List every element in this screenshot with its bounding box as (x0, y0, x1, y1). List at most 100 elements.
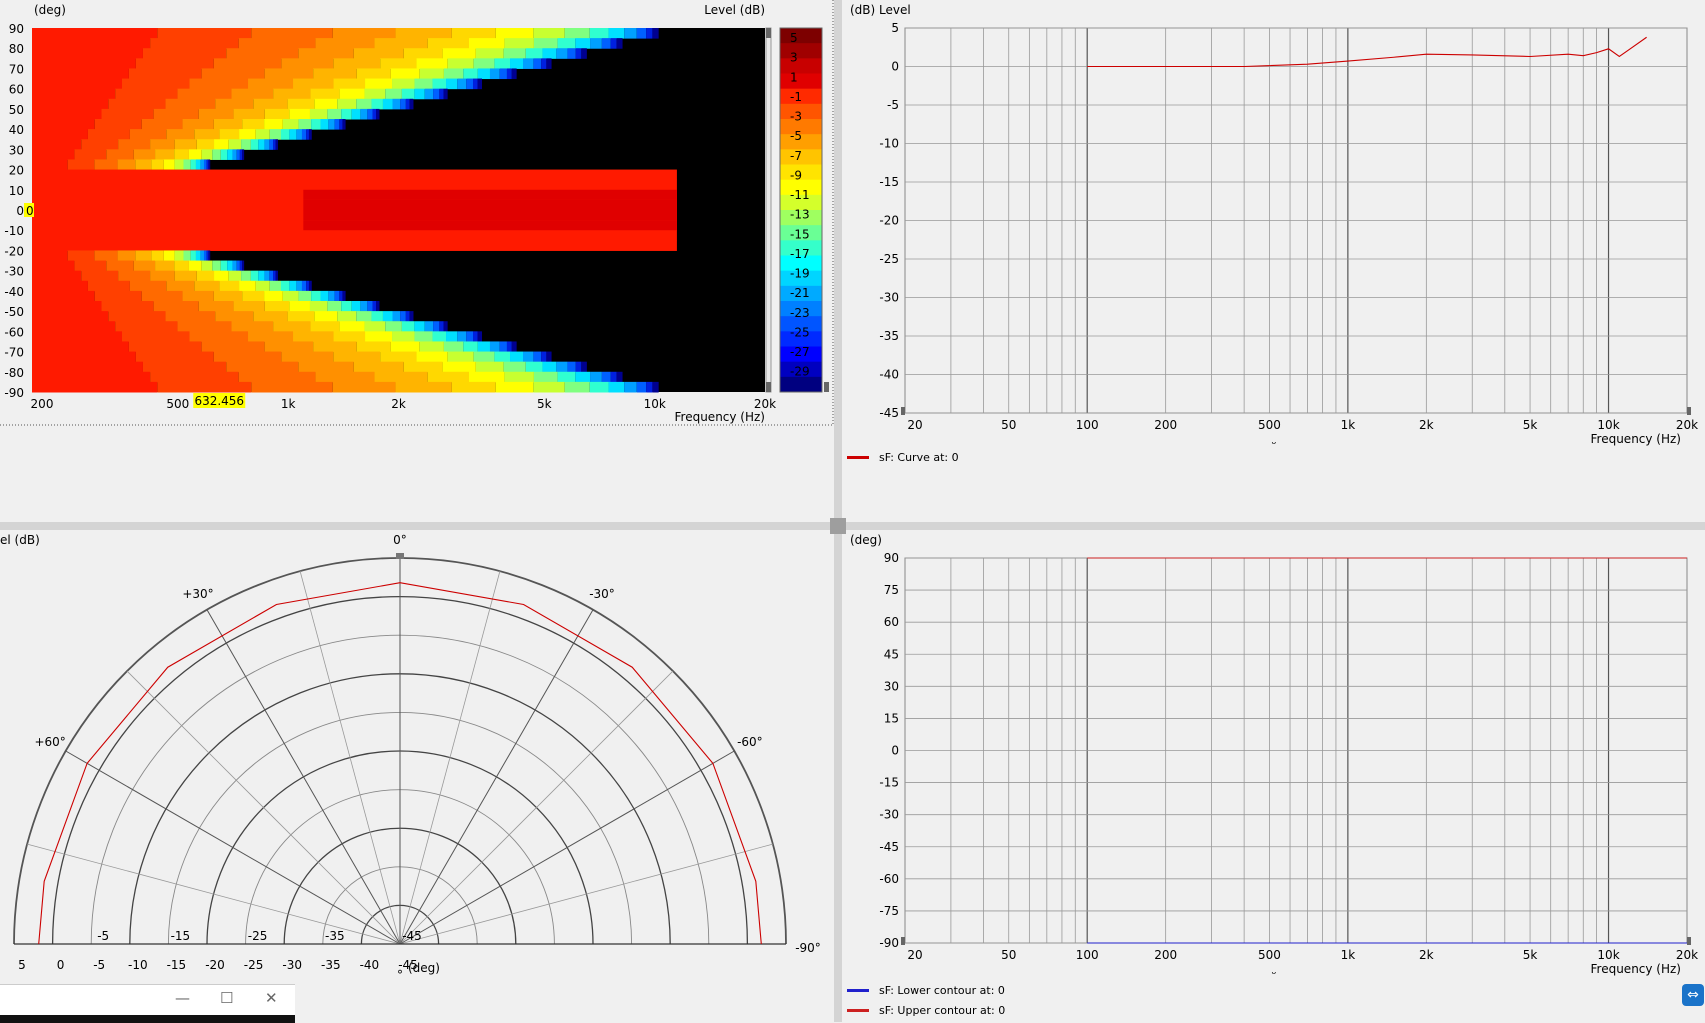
heatmap-cell (328, 119, 335, 130)
heatmap-cell (351, 108, 361, 120)
heatmap-cell (133, 149, 156, 160)
heatmap-cell (356, 341, 391, 353)
remote-support-icon[interactable]: ⇔ (1682, 984, 1704, 1006)
heatmap-cell (533, 28, 565, 39)
heatmap-cell (141, 290, 183, 302)
x-tick-label: 20k (1676, 948, 1698, 962)
heatmap-cell (214, 270, 229, 282)
heatmap-cell (196, 139, 215, 150)
heatmap-cell (308, 129, 312, 140)
polar-handle (396, 553, 404, 559)
splitter-handle[interactable] (830, 518, 846, 534)
heatmap-cell (409, 98, 414, 110)
heatmap-cell (212, 149, 221, 160)
axis-handle (901, 937, 905, 945)
heatmap-cell (183, 159, 191, 171)
heatmap-cell (533, 351, 542, 363)
legend-label: sF: Upper contour at: 0 (879, 1004, 1006, 1017)
heatmap-cell (253, 98, 288, 110)
heatmap-cell (231, 88, 274, 100)
polar-ring-label: -45 (398, 958, 418, 972)
heatmap-cell (405, 311, 410, 322)
heatmap-cell (280, 280, 290, 292)
heatmap-cell (309, 108, 328, 120)
colorbar-cell (780, 210, 822, 226)
heatmap-cell (390, 68, 420, 80)
heatmap-cell (337, 311, 357, 322)
heatmap-cell (557, 38, 576, 49)
heatmap-cell (443, 88, 448, 100)
heatmap-cell (228, 139, 242, 150)
heatmap-cell (525, 361, 543, 373)
heatmap-cell (94, 159, 118, 171)
minimized-window[interactable]: — ☐ ✕ (0, 984, 295, 1023)
x-tick-label: 5k (537, 397, 552, 411)
x-tick-label: 1k (1341, 948, 1356, 962)
colorbar-cell (780, 255, 822, 272)
heatmap-cell (248, 78, 294, 90)
heatmap-cell (115, 88, 178, 100)
polar-ring-label: -40 (360, 958, 380, 972)
heatmap-cell (200, 250, 204, 262)
heatmap-cell (32, 28, 158, 39)
y-tick-label: 30 (884, 679, 899, 693)
heatmap-cell (581, 48, 587, 59)
heatmap-cell (339, 88, 365, 100)
heatmap-cell (589, 28, 609, 39)
x-tick-label: 50 (1001, 418, 1016, 432)
x-axis-label: Frequency (Hz) (675, 410, 766, 424)
heatmap-cell (264, 108, 290, 120)
heatmap-cell (251, 381, 333, 393)
sonogram-panel: 5 3 1 -1 -3 -5 -7 -9 -11 -13 -15 -17 -19 -21 -23 -25 -27… (0, 0, 834, 522)
heatmap-cell (511, 341, 517, 353)
heatmap-cell (504, 371, 534, 383)
heatmap-cell (419, 68, 444, 80)
colorbar-cell (780, 285, 822, 302)
y-tick-label: 0 (16, 204, 24, 218)
heatmap-cell (489, 341, 500, 353)
heatmap-cell (239, 260, 243, 272)
heatmap-cell (250, 270, 259, 282)
heatmap-cell (32, 48, 143, 59)
y-tick-label: 10 (9, 184, 24, 198)
heatmap-cell (32, 351, 136, 363)
minimize-button[interactable]: — (175, 989, 190, 1007)
heatmap-cell (494, 351, 511, 363)
vertical-splitter[interactable] (834, 0, 842, 1022)
heatmap-cell (392, 311, 401, 322)
polar-panel: 5 0 -5 -5 -10 -15 -15 -20 -25 -25 -30 -35 -35 -40 -45 -… (0, 530, 834, 1022)
heatmap-cell (360, 108, 368, 120)
heatmap-cell (646, 381, 653, 393)
heatmap-cell (306, 280, 309, 292)
maximize-button[interactable]: ☐ (220, 989, 234, 1007)
collapse-icon: ᵕ (1272, 437, 1277, 451)
heatmap-cell (522, 58, 534, 69)
heatmap-cell (281, 58, 334, 69)
heatmap-cell (273, 270, 276, 282)
heatmap-cell (533, 381, 565, 393)
heatmap-cell (32, 230, 677, 241)
heatmap-cell (451, 381, 496, 393)
x-axis-label: (deg) (408, 961, 440, 975)
horizontal-splitter[interactable] (0, 522, 1705, 530)
heatmap-cell (208, 250, 211, 262)
heatmap-cell (264, 290, 283, 302)
heatmap-cell (610, 371, 617, 383)
heatmap-cell (457, 331, 467, 342)
heatmap-cell (652, 381, 659, 393)
heatmap-cell (174, 159, 184, 171)
polar-ring-label: -15 (171, 929, 191, 943)
heatmap-cell (314, 98, 338, 110)
x-tick-label: 200 (1154, 948, 1177, 962)
heatmap-cell (314, 311, 338, 322)
heatmap-cell (353, 361, 404, 373)
heatmap-cell (469, 371, 505, 383)
heatmap-cell (255, 129, 270, 140)
heatmap-cell (32, 38, 151, 49)
heatmap-cell (333, 78, 366, 90)
heatmap-cell (163, 159, 175, 171)
heatmap-cell (213, 351, 282, 363)
heatmap-cell (87, 129, 130, 140)
axis-handle (1687, 407, 1691, 415)
close-button[interactable]: ✕ (265, 989, 278, 1007)
